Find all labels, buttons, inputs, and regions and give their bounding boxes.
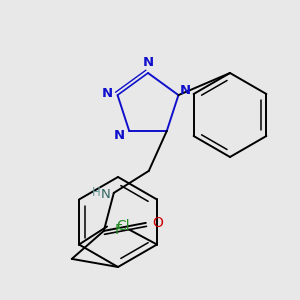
Text: N: N <box>102 87 113 100</box>
Text: N: N <box>114 129 125 142</box>
Text: N: N <box>180 84 191 97</box>
Text: Cl: Cl <box>116 220 130 233</box>
Text: F: F <box>115 223 123 236</box>
Text: O: O <box>152 216 163 230</box>
Text: N: N <box>101 188 111 201</box>
Text: N: N <box>142 56 154 70</box>
Text: H: H <box>92 186 100 200</box>
